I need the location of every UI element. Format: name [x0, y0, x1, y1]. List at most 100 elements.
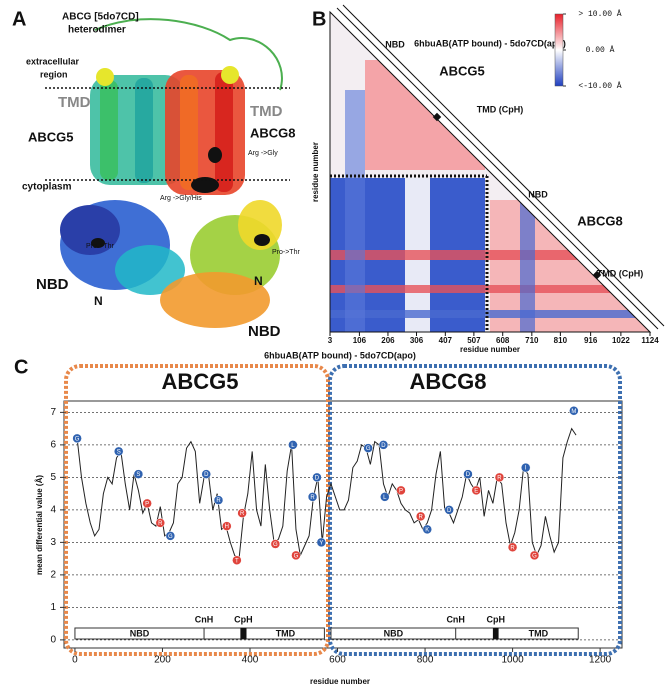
- panel-a-labels: ABCG [5do7CD] heterodimer extracellular reg…: [22, 12, 300, 340]
- y-tick-label: 2: [50, 570, 56, 581]
- residue-marker: [291, 550, 301, 561]
- structure-label: TMD: [250, 103, 283, 120]
- domain-bar: [74, 627, 325, 640]
- residue-marker: [232, 555, 242, 565]
- residue-marker: [237, 508, 247, 518]
- heatmap-stripe: [330, 250, 650, 260]
- ligand: [221, 66, 239, 84]
- residue-label: L: [383, 495, 387, 501]
- residue-marker: [316, 537, 327, 548]
- y-tick-label: 5: [50, 472, 56, 483]
- residue-marker: [142, 498, 152, 509]
- colorbar-label: 0.00 Å: [586, 46, 615, 55]
- colorbar-label: > 10.00 Å: [578, 10, 621, 19]
- helix: [215, 72, 233, 192]
- heatmap-stripe: [345, 90, 365, 332]
- y-tick-label: 0: [50, 635, 56, 646]
- residue-label: P: [145, 501, 149, 507]
- residue-label: R: [497, 475, 502, 481]
- panel-letter: A: [12, 8, 26, 30]
- x-tick-label: 1124: [641, 336, 659, 345]
- y-tick-label: 6: [50, 440, 56, 451]
- residue-marker: [72, 433, 82, 444]
- residue-marker: [569, 406, 579, 416]
- cph-marker: [592, 270, 602, 280]
- residue-marker: [494, 472, 505, 483]
- panel-letter: C: [14, 356, 28, 378]
- residue-marker: [507, 542, 518, 552]
- nbd-domain: [238, 200, 282, 250]
- domain-label: CpH: [486, 614, 505, 624]
- residue-label: M: [571, 409, 576, 415]
- residue-marker: [363, 443, 373, 453]
- residue-marker: [288, 440, 298, 450]
- residue-label: G: [75, 436, 80, 442]
- cph-segment: [240, 628, 247, 639]
- y-tick-label: 1: [50, 602, 56, 613]
- residue-label: T: [235, 558, 239, 564]
- residue-label: G: [273, 542, 278, 548]
- residue-label: R: [510, 545, 515, 551]
- residue-marker: [133, 469, 144, 479]
- structure-label: ABCG [5do7CD]: [62, 12, 139, 23]
- diagonal: [342, 4, 665, 327]
- residue-marker: [396, 485, 406, 496]
- x-tick-label: 1200: [589, 655, 612, 666]
- residue-marker: [463, 469, 473, 479]
- y-tick-label: 3: [50, 537, 56, 548]
- residue-label: G: [168, 534, 173, 540]
- heatmap-stripe: [330, 310, 650, 318]
- loop: [94, 18, 283, 91]
- structure-label: ABCG5: [28, 129, 74, 144]
- cph-segment: [492, 628, 499, 639]
- structure-label: cytoplasm: [22, 182, 72, 193]
- residue-label: G: [294, 553, 299, 559]
- ligand: [96, 68, 114, 86]
- x-tick-label: 106: [353, 336, 367, 345]
- x-tick-label: 600: [329, 655, 346, 666]
- heatmap-frame: [329, 10, 652, 333]
- nbd-domain: [60, 205, 120, 255]
- residue-marker: [307, 492, 318, 502]
- abcg8-box: [328, 364, 622, 656]
- x-tick-label: 306: [410, 336, 424, 345]
- domain-label: TMD: [276, 628, 296, 638]
- residue-label: R: [310, 495, 315, 501]
- structure-label: Arg ->Gly/His: [160, 195, 202, 202]
- y-tick-label: 7: [50, 407, 56, 418]
- residue-label: D: [315, 475, 320, 481]
- chart-title: 6hbuAB(ATP bound) - 5do7CD(apo): [264, 350, 416, 360]
- residue-label: D: [381, 443, 386, 449]
- residue-label: I: [525, 466, 527, 472]
- x-axis-label: residue number: [310, 677, 370, 686]
- helix: [135, 78, 153, 183]
- heatmap-title: 6hbuAB(ATP bound) - 5do7CD(apo): [414, 38, 566, 48]
- residue-marker: [213, 495, 224, 505]
- residue-marker: [113, 446, 124, 457]
- structure-label: Pro->Thr: [272, 249, 300, 256]
- heatmap-stripe: [330, 285, 650, 293]
- region-label: NBD: [528, 189, 548, 199]
- residue-label: D: [204, 472, 209, 478]
- colorbar: [554, 13, 564, 87]
- cph-marker: [432, 112, 442, 122]
- helix: [100, 80, 118, 180]
- residue-marker: [270, 539, 281, 549]
- domain-label: CnH: [446, 614, 465, 624]
- region-label: TMD (CpH): [477, 104, 524, 114]
- residue-label: Y: [319, 540, 323, 546]
- line-chart: 0 1 2 3 4 5 6 7 0 200 400 600 800 1000 1200 ABCG5 ABCG8 N…: [50, 369, 622, 666]
- x-tick-label: 507: [467, 336, 481, 345]
- residue-marker: [201, 469, 211, 479]
- residue-label: P: [399, 488, 403, 494]
- structure-label: heterodimer: [68, 25, 126, 36]
- residue-label: R: [240, 511, 245, 517]
- region-label: ABCG5: [439, 63, 485, 78]
- residue-marker: [529, 550, 540, 561]
- data-line: [76, 427, 577, 560]
- domain-label: NBD: [384, 628, 404, 638]
- region-label: ABCG8: [577, 213, 623, 228]
- annotation: ABCG5: [161, 369, 238, 394]
- domain-label: TMD: [529, 628, 549, 638]
- x-tick-label: 916: [584, 336, 598, 345]
